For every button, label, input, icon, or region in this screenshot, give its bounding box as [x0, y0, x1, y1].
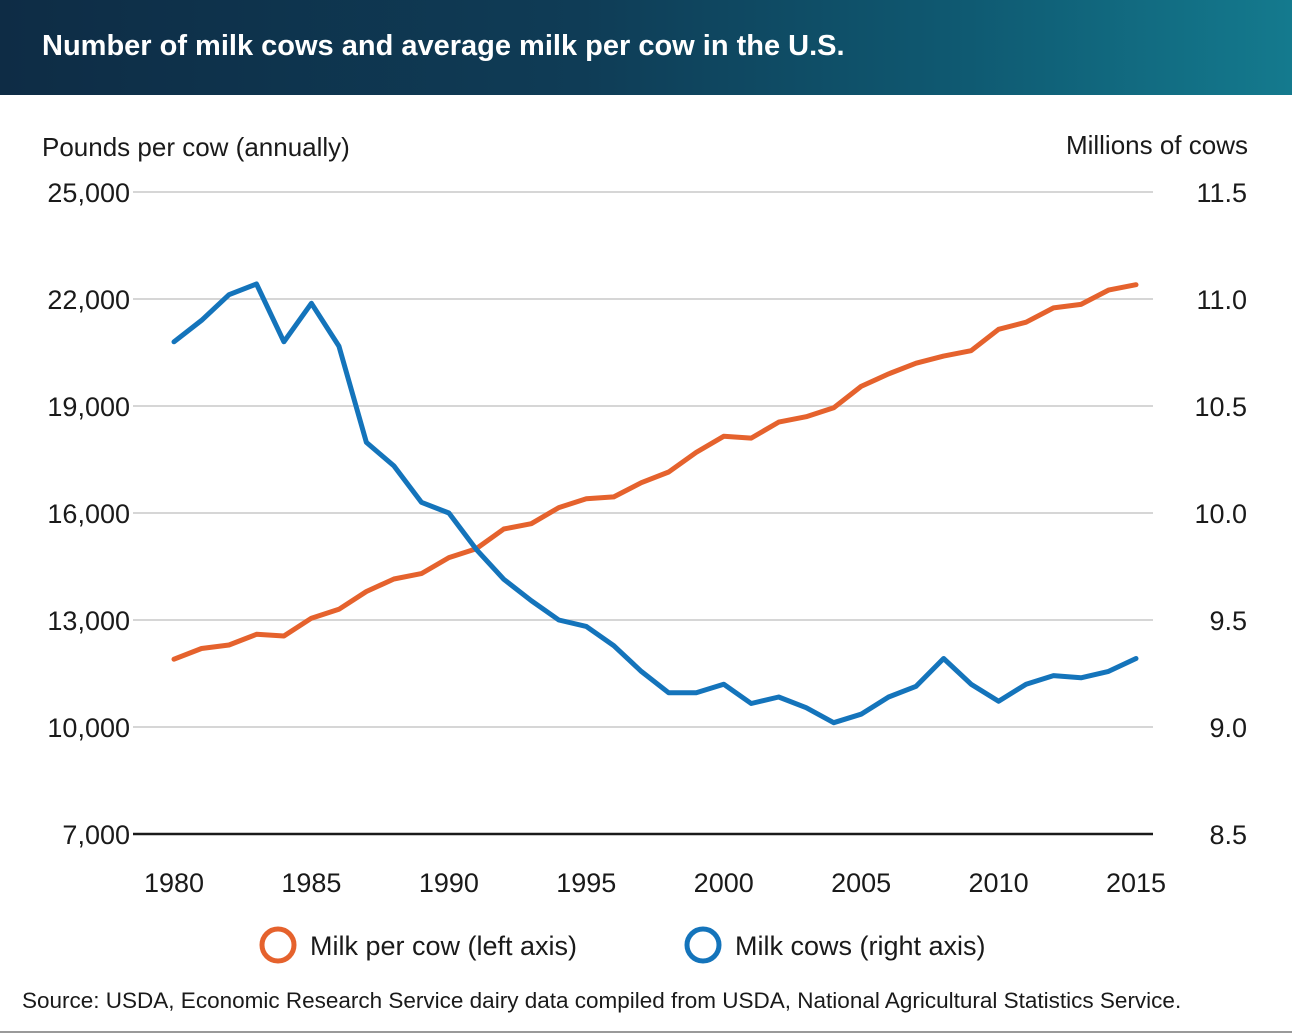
bottom-divider [0, 1031, 1292, 1033]
line-milk-per-cow [171, 282, 1139, 662]
right-axis-tick-label: 9.0 [1209, 713, 1247, 743]
grid-lines [133, 191, 1153, 728]
right-axis-tick-label: 10.0 [1194, 499, 1247, 529]
x-axis-tick-label: 2015 [1106, 868, 1166, 898]
left-axis-tick-label: 13,000 [47, 606, 130, 636]
right-axis-tick-label: 11.5 [1196, 178, 1247, 208]
left-axis-tick-label: 10,000 [47, 713, 130, 743]
legend-label-milk-cows: Milk cows (right axis) [735, 931, 986, 961]
x-axis-tick-label: 2000 [694, 868, 754, 898]
chart-title: Number of milk cows and average milk per… [42, 30, 845, 62]
right-axis-tick-label: 9.5 [1209, 606, 1247, 636]
left-axis-tick-label: 7,000 [62, 820, 130, 850]
x-axis-tick-label: 2010 [969, 868, 1029, 898]
source-note: Source: USDA, Economic Research Service … [22, 988, 1182, 1013]
x-axis-tick-label: 2005 [831, 868, 891, 898]
right-axis-label: Millions of cows [1066, 130, 1248, 160]
left-axis-tick-label: 16,000 [47, 499, 130, 529]
x-axis-tick-label: 1995 [556, 868, 616, 898]
legend-label-milk-per-cow: Milk per cow (left axis) [310, 931, 577, 961]
right-axis-tick-label: 11.0 [1196, 285, 1247, 315]
x-axis-tick-label: 1980 [144, 868, 204, 898]
left-axis-tick-label: 19,000 [47, 392, 130, 422]
series-lines [171, 281, 1139, 726]
legend: Milk per cow (left axis) Milk cows (righ… [259, 926, 986, 964]
axes: 7,000 8.5 10,000 9.0 13,000 9.5 16,000 10.0 19,0… [47, 178, 1247, 898]
right-axis-tick-label: 8.5 [1209, 820, 1247, 850]
legend-marker-milk-per-cow [259, 926, 297, 964]
left-axis-label: Pounds per cow (annually) [42, 132, 350, 162]
line-milk-cows [171, 281, 1139, 726]
right-axis-tick-label: 10.5 [1194, 392, 1247, 422]
x-axis-tick-label: 1985 [281, 868, 341, 898]
left-axis-tick-label: 25,000 [47, 178, 130, 208]
x-axis-tick-label: 1990 [419, 868, 479, 898]
title-banner: Number of milk cows and average milk per… [0, 0, 1292, 95]
legend-marker-milk-cows [684, 926, 722, 964]
left-axis-tick-label: 22,000 [47, 285, 130, 315]
